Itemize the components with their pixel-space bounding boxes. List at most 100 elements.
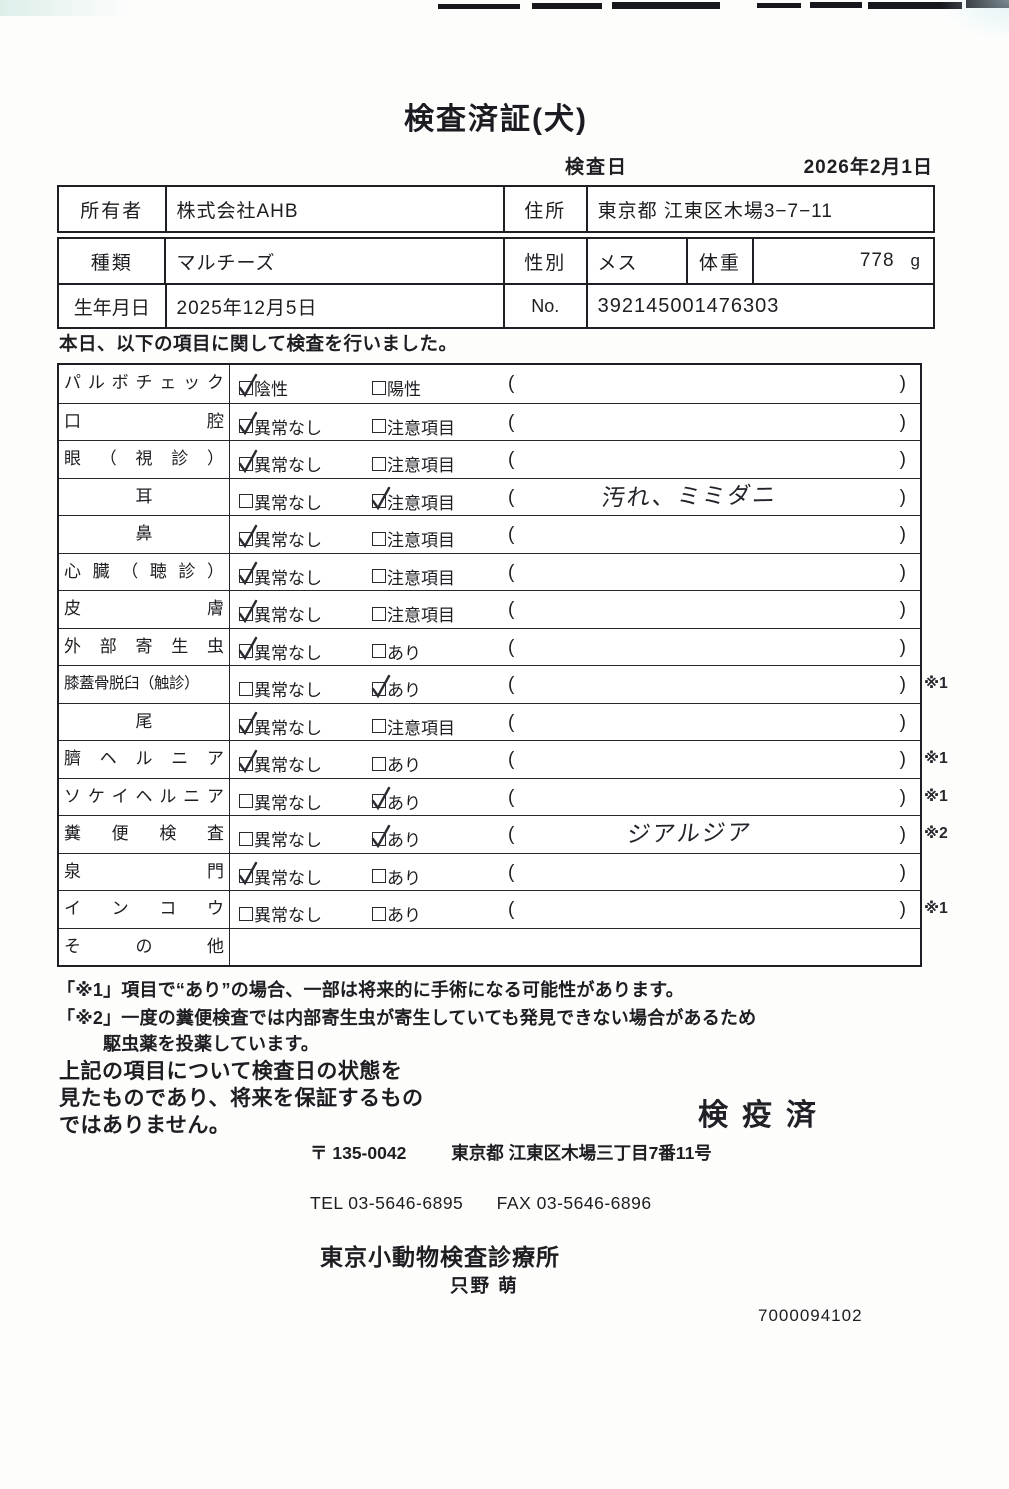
inspection-item-label: 鼻 — [59, 516, 230, 553]
checkbox-option-2 — [372, 719, 386, 733]
paren-open: ( — [508, 899, 515, 920]
disclaimer-line-1: 上記の項目について検査日の状態を — [59, 1060, 403, 1083]
footnote-mark: ※1 — [924, 675, 948, 692]
scan-artifact — [868, 2, 962, 9]
checkbox-option-2 — [372, 606, 386, 621]
clinic-address-row: 〒 135-0042 東京都 江東区木場三丁目7番11号 — [310, 1140, 712, 1165]
inspection-item-label: 心 臓 （ 聴 診 ） — [59, 553, 230, 590]
clinic-fax: FAX 03-5646-6896 — [496, 1193, 652, 1213]
weight-number: 778 — [859, 250, 895, 271]
inspection-date-row: 検査日 2026年2月1日 — [57, 152, 935, 178]
option-2: あり — [371, 824, 421, 851]
option-1-label: 異常なし — [254, 718, 322, 738]
breed-label: 種類 — [90, 252, 133, 274]
scan-artifact — [532, 3, 602, 9]
checkbox-option-2 — [372, 419, 386, 433]
inspection-item-label: パ ル ボ チ ェ ッ ク — [59, 365, 230, 403]
inspection-item-label: 臍 ヘ ル ニ ア — [59, 741, 230, 778]
inspection-item-label: 眼 （ 視 診 ） — [59, 441, 230, 478]
inspection-row-content: 異常なし あり ( ) — [230, 779, 920, 816]
option-1: 異常なし — [238, 524, 322, 551]
option-1: 異常なし — [238, 561, 322, 589]
address-value: 東京都 江東区木場3−7−11 — [585, 187, 933, 231]
checkbox-option-1 — [239, 494, 253, 508]
option-2-label: あり — [387, 868, 421, 888]
checkbox-option-2 — [372, 756, 386, 771]
option-2: あり — [372, 639, 421, 664]
inspection-row: 臍 ヘ ル ニ ア 異常なし あり ( ) ※1 — [59, 740, 948, 778]
postal-code: 〒 135-0042 — [310, 1143, 407, 1163]
option-1-label: 異常なし — [254, 606, 322, 625]
checkbox-option-2 — [372, 456, 386, 471]
sex-value: メス — [585, 239, 687, 283]
option-2: あり — [372, 751, 421, 776]
paren-close: ) — [899, 824, 906, 845]
option-2-label: あり — [387, 906, 421, 925]
paren-close: ) — [899, 899, 906, 920]
paren-open: ( — [508, 561, 515, 583]
inspection-item-label: ソ ケ イ ヘ ル ニ ア — [59, 778, 230, 815]
option-1-label: 異常なし — [254, 756, 322, 775]
inspection-row-content: 異常なし 注意項目 ( ) — [230, 516, 920, 553]
paren-close: ) — [899, 524, 906, 545]
option-1: 陰性 — [238, 373, 288, 400]
checkbox-option-2 — [371, 824, 391, 848]
inspection-row: 眼 （ 視 診 ） 異常なし 注意項目 ( ) — [59, 440, 920, 478]
option-1-label: 異常なし — [254, 868, 322, 888]
animal-table: 種類 マルチーズ 性別 メス 体重 778 g 生年月日 2025年12月5日 … — [57, 237, 935, 329]
option-2: あり — [372, 901, 421, 926]
paren-close: ) — [899, 749, 906, 770]
inspection-row-content: 異常なし 注意項目 ( 汚れ、ミミダニ ) — [230, 479, 920, 516]
inspection-row: ソ ケ イ ヘ ル ニ ア 異常なし あり ( ) ※1 — [59, 777, 948, 816]
veterinarian-name: 只野 萌 — [450, 1275, 519, 1296]
option-2-label: あり — [387, 756, 421, 775]
option-2: 注意項目 — [372, 526, 455, 551]
checkbox-option-2 — [372, 906, 386, 921]
option-2-label: 注意項目 — [387, 531, 455, 550]
paren-close: ) — [899, 373, 906, 394]
option-1-label: 異常なし — [254, 568, 322, 588]
option-1: 異常なし — [238, 411, 322, 439]
inspection-date-value: 2026年2月1日 — [803, 157, 933, 178]
option-2: あり — [371, 786, 421, 814]
checkbox-option-2 — [371, 674, 391, 698]
checkbox-option-1 — [238, 449, 258, 473]
option-1: 異常なし — [238, 861, 322, 889]
clinic-tel: TEL 03-5646-6895 — [310, 1193, 464, 1213]
option-1: 異常なし — [238, 749, 322, 776]
option-2-label: あり — [387, 793, 421, 813]
paren-close: ) — [899, 486, 906, 508]
birth-value: 2025年12月5日 — [164, 285, 503, 327]
paren-open: ( — [508, 524, 515, 545]
option-1: 異常なし — [238, 599, 322, 626]
option-2-label: 注意項目 — [387, 418, 455, 438]
option-2-label: 注意項目 — [387, 493, 455, 513]
checkbox-option-1 — [238, 411, 258, 436]
option-2: 陽性 — [372, 375, 421, 400]
paren-open: ( — [508, 824, 515, 845]
checkbox-option-1 — [238, 561, 258, 586]
checkbox-option-1 — [238, 636, 258, 661]
scan-artifact — [966, 0, 1009, 8]
option-1-label: 陰性 — [254, 380, 288, 399]
owner-label: 所有者 — [80, 200, 144, 222]
checkbox-option-1 — [238, 749, 258, 773]
option-2-label: 注意項目 — [387, 456, 455, 475]
paren-open: ( — [508, 861, 515, 883]
checkbox-option-1 — [239, 794, 253, 808]
inspection-row: イ ン コ ウ 異常なし あり ( ) ※1 — [59, 890, 948, 928]
inspection-row-content — [230, 929, 920, 966]
option-1-label: 異常なし — [254, 456, 322, 475]
no-value: 392145001476303 — [585, 285, 933, 327]
option-1: 異常なし — [239, 676, 322, 701]
handwritten-note — [520, 360, 861, 366]
scan-artifact — [612, 2, 720, 9]
inspection-row-content: 異常なし あり ( ) — [230, 854, 920, 891]
option-1-label: 異常なし — [254, 793, 322, 813]
weight-value: 778 g — [751, 239, 933, 283]
option-2-label: あり — [387, 831, 421, 850]
address-label: 住所 — [502, 187, 586, 231]
paren-open: ( — [508, 449, 515, 470]
intro-text: 本日、以下の項目に関して検査を行いました。 — [59, 333, 458, 354]
footnote-1: 「※1」項目で“あり”の場合、一部は将来的に手術になる可能性があります。 — [57, 980, 684, 1000]
